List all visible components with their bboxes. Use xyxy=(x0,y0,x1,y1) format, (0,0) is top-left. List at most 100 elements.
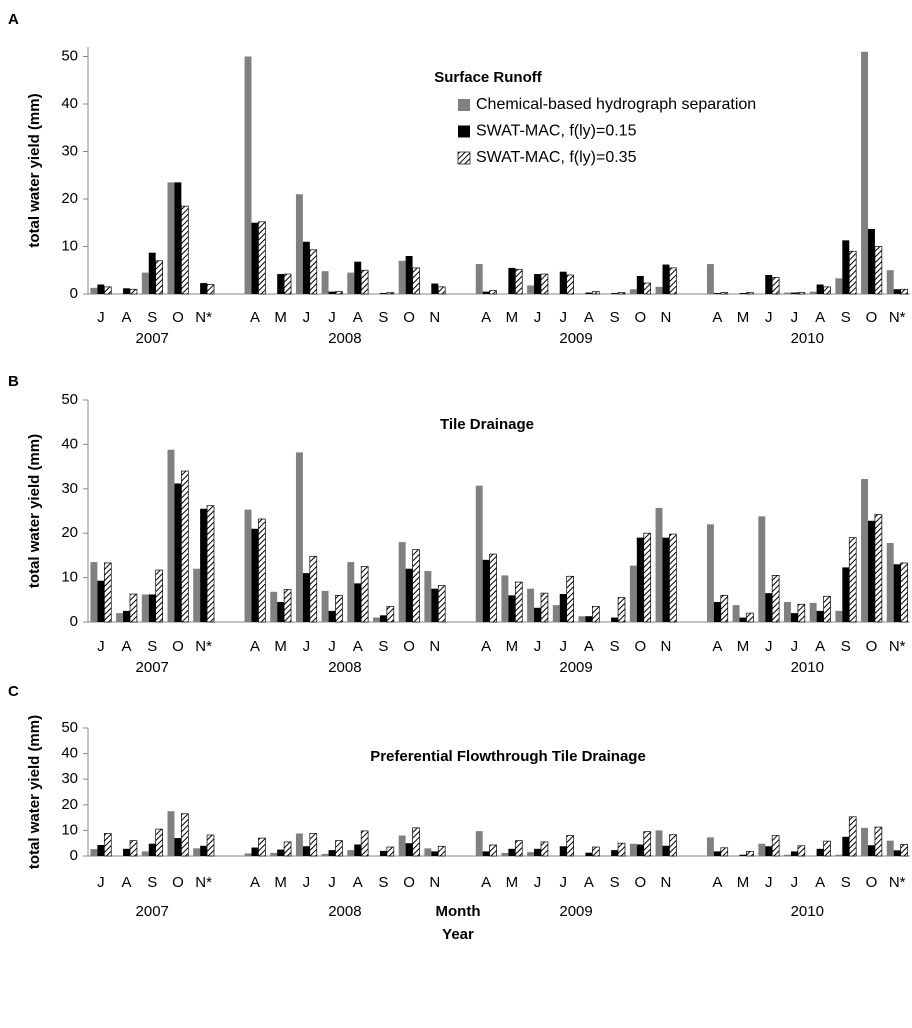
bar xyxy=(309,249,318,295)
bar xyxy=(758,843,766,856)
bar xyxy=(270,591,278,622)
bar xyxy=(398,835,406,856)
bar xyxy=(206,284,215,295)
bar xyxy=(886,840,894,856)
bar xyxy=(617,597,626,623)
bar xyxy=(617,292,626,295)
x-tick-label: J xyxy=(97,638,105,655)
bar xyxy=(706,264,714,294)
bar xyxy=(797,292,806,295)
bar xyxy=(148,843,156,856)
bar xyxy=(277,274,285,294)
bar xyxy=(585,616,593,622)
bar xyxy=(116,613,124,622)
x-tick-label: O xyxy=(866,309,878,326)
bar xyxy=(765,846,773,856)
bar xyxy=(302,241,310,294)
x-tick-label: S xyxy=(147,874,157,891)
bar xyxy=(514,268,523,295)
x-tick-label: M xyxy=(737,638,750,655)
bar xyxy=(514,581,523,623)
bar xyxy=(141,272,149,294)
bar xyxy=(167,449,175,622)
bar xyxy=(559,846,567,856)
bar xyxy=(437,585,446,623)
bar xyxy=(251,528,259,622)
bar xyxy=(129,840,138,857)
chart-title: Surface Runoff xyxy=(434,69,543,86)
x-tick-label: S xyxy=(610,874,620,891)
bar xyxy=(103,833,112,857)
bar xyxy=(534,274,541,294)
legend-swatch xyxy=(458,125,470,138)
bar xyxy=(559,594,567,622)
bar xyxy=(335,840,343,857)
bar xyxy=(437,286,446,295)
bar xyxy=(193,848,201,856)
bar xyxy=(328,610,336,622)
bar xyxy=(373,617,380,622)
bar xyxy=(527,852,535,856)
bar xyxy=(797,845,806,857)
bar xyxy=(835,854,843,856)
x-tick-label: J xyxy=(791,638,799,655)
bar xyxy=(181,205,189,295)
bar xyxy=(636,537,644,622)
bar xyxy=(424,570,432,622)
bar xyxy=(379,850,387,856)
bar xyxy=(874,826,883,857)
y-axis-label: total water yield (mm) xyxy=(26,434,43,588)
bar xyxy=(861,51,869,294)
bar xyxy=(90,562,98,622)
x-tick-label: J xyxy=(765,874,773,891)
bar xyxy=(746,292,754,295)
x-group-label: 2009 xyxy=(559,903,592,920)
bar xyxy=(720,292,729,295)
x-tick-label: M xyxy=(506,874,519,891)
x-tick-label: A xyxy=(712,309,722,326)
bar xyxy=(636,844,644,856)
bar xyxy=(629,289,637,294)
x-group-label: 2008 xyxy=(328,903,361,920)
x-tick-label: N xyxy=(429,638,440,655)
bar xyxy=(720,847,729,857)
x-group-label: 2010 xyxy=(791,330,824,347)
x-tick-label: A xyxy=(353,874,363,891)
bar xyxy=(200,508,208,622)
bar xyxy=(148,252,156,294)
bar xyxy=(431,283,439,294)
x-tick-label: M xyxy=(274,874,287,891)
bar xyxy=(585,852,593,856)
bar xyxy=(816,848,824,856)
x-tick-label: M xyxy=(737,874,750,891)
bar xyxy=(848,250,857,295)
bar xyxy=(321,853,329,856)
bar xyxy=(155,569,163,623)
legend-swatch xyxy=(458,99,470,111)
x-tick-label: S xyxy=(610,309,620,326)
bar xyxy=(482,291,490,294)
bar xyxy=(475,264,483,294)
bar xyxy=(379,293,387,294)
bar xyxy=(501,852,509,856)
bar xyxy=(585,292,593,294)
y-tick-label: 40 xyxy=(61,435,78,452)
y-tick-label: 30 xyxy=(61,480,78,497)
bar xyxy=(739,854,747,856)
bar xyxy=(784,292,791,294)
bar xyxy=(283,841,292,857)
bar xyxy=(97,284,105,294)
bar xyxy=(790,851,798,856)
bar xyxy=(302,573,310,622)
legend-label: SWAT-MAC, f(ly)=0.15 xyxy=(476,123,637,140)
bar xyxy=(258,221,266,295)
x-tick-label: N* xyxy=(889,309,906,326)
x-tick-label: S xyxy=(841,638,851,655)
bar xyxy=(643,282,652,295)
y-axis-label: total water yield (mm) xyxy=(26,93,43,247)
bar xyxy=(713,293,721,294)
x-tick-label: N xyxy=(661,874,672,891)
bar xyxy=(662,264,670,294)
bar xyxy=(566,274,574,295)
x-tick-label: J xyxy=(303,309,311,326)
